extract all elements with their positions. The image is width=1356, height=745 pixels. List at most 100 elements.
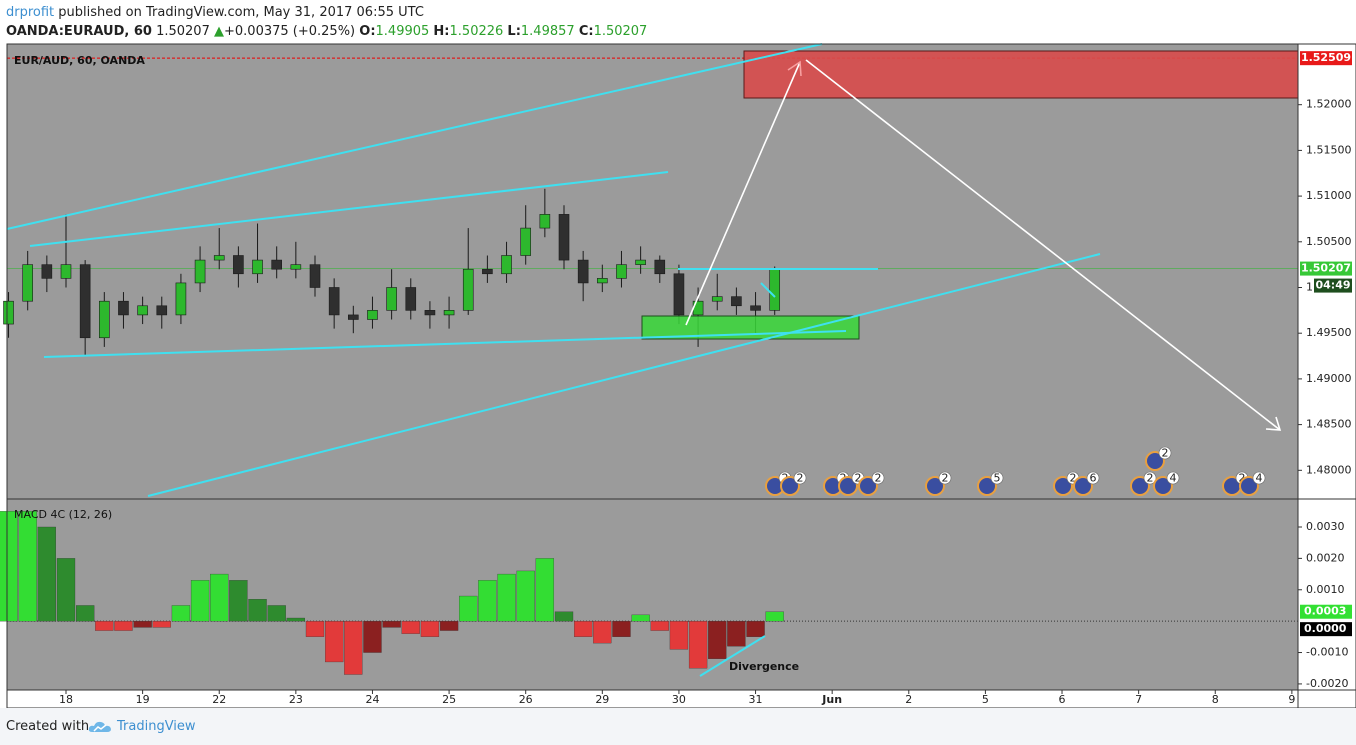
y-tick-label: -0.0010 — [1306, 646, 1348, 659]
event-icon — [1145, 451, 1165, 471]
candle-body — [673, 273, 685, 316]
candle-body — [41, 264, 53, 279]
x-tick-label: 7 — [1135, 693, 1142, 706]
candle-body — [3, 300, 14, 325]
y-tick-label: 1.50500 — [1306, 235, 1352, 248]
price: 1.50207 — [156, 24, 210, 39]
zero-label: 0.0000 — [1304, 622, 1347, 635]
zero-box — [1300, 622, 1352, 637]
trend-line — [147, 253, 1101, 497]
candle-body — [309, 264, 321, 288]
macd-pane — [0, 511, 1298, 675]
o-label: O: — [359, 24, 376, 39]
event-icon — [1153, 476, 1173, 496]
macd-bar — [631, 614, 650, 622]
macd-bar — [0, 511, 18, 622]
divergence-line — [699, 635, 766, 677]
macd-bar — [286, 617, 305, 622]
x-tick-label: Jun — [821, 693, 842, 706]
h: 1.50226 — [449, 24, 504, 39]
event-count: 4 — [1170, 472, 1177, 485]
macd-bar — [516, 570, 535, 622]
supply-zone — [743, 50, 1299, 99]
macd-bar — [650, 620, 669, 631]
event-count: 6 — [1090, 472, 1097, 485]
alert-label: 1.52509 — [1301, 51, 1351, 64]
candle-body — [558, 214, 570, 261]
candle-body — [175, 282, 187, 316]
x-tick-label: 29 — [595, 693, 609, 706]
x-tick-label: 22 — [212, 693, 226, 706]
event-count: 5 — [994, 472, 1001, 485]
candle-body — [750, 305, 761, 311]
change: +0.00375 (+0.25%) — [224, 24, 356, 39]
event-count: 2 — [1239, 472, 1246, 485]
x-tick-label: 26 — [519, 693, 533, 706]
x-tick-label: 9 — [1288, 693, 1295, 706]
macd-bar — [439, 620, 459, 631]
arrow: ▲ — [214, 24, 224, 39]
o: 1.49905 — [375, 24, 430, 39]
x-tick-label: 19 — [136, 693, 150, 706]
event-badge — [1086, 471, 1100, 485]
last-value-box — [1300, 604, 1352, 619]
y-tick-label: 1.51500 — [1306, 143, 1352, 156]
trend-lines — [6, 43, 1101, 497]
macd-bar — [746, 620, 765, 637]
demand-zone — [641, 315, 860, 340]
event-count: 4 — [1256, 472, 1263, 485]
macd-bar — [248, 599, 267, 622]
macd-bar — [229, 580, 248, 622]
event-count: 2 — [875, 472, 882, 485]
event-icon — [1239, 476, 1259, 496]
macd-bar — [420, 620, 440, 637]
candle-body — [367, 310, 378, 320]
trend-line — [43, 330, 847, 358]
macd-bar — [765, 611, 784, 622]
author[interactable]: drprofit — [6, 5, 55, 20]
candle-body — [443, 310, 455, 316]
x-tick-label: 23 — [289, 693, 303, 706]
event-icon — [1073, 476, 1093, 496]
candle-body — [539, 214, 551, 229]
event-icon — [1053, 476, 1073, 496]
trend-line — [29, 171, 669, 247]
publish-line: drprofit published on TradingView.com, M… — [6, 3, 647, 22]
candle-body — [348, 314, 359, 320]
macd-bar — [267, 605, 286, 622]
trend-line — [760, 282, 776, 298]
candle-body — [501, 255, 512, 275]
macd-bar — [535, 558, 555, 622]
macd-bar — [554, 611, 574, 622]
candle-body — [213, 255, 225, 261]
candle-body — [271, 259, 282, 270]
candle-body — [60, 264, 72, 279]
macd-bar — [593, 620, 612, 644]
macd-bar — [325, 620, 344, 663]
candle-body — [405, 287, 417, 311]
event-icon — [977, 476, 997, 496]
arrow — [685, 61, 801, 326]
event-badge — [938, 471, 952, 485]
event-icon — [1130, 476, 1150, 496]
trend-line — [6, 43, 823, 230]
event-badge — [990, 471, 1004, 485]
candle-body — [577, 259, 589, 284]
x-tick-label: 30 — [672, 693, 686, 706]
drawings — [6, 43, 1299, 497]
macd-bar — [708, 620, 727, 659]
macd-bar — [401, 620, 420, 634]
x-tick-label: 2 — [905, 693, 912, 706]
candle-body — [79, 264, 91, 339]
candle-body — [597, 278, 608, 284]
event-count: 2 — [855, 472, 862, 485]
x-tick-label: 31 — [749, 693, 763, 706]
l-label: L: — [507, 24, 521, 39]
macd-bar — [133, 620, 152, 628]
macd-bar — [459, 595, 478, 622]
macd-bar — [114, 620, 133, 631]
brand[interactable]: TradingView — [117, 719, 196, 734]
candle-body — [328, 287, 340, 316]
candle-body — [769, 268, 781, 311]
